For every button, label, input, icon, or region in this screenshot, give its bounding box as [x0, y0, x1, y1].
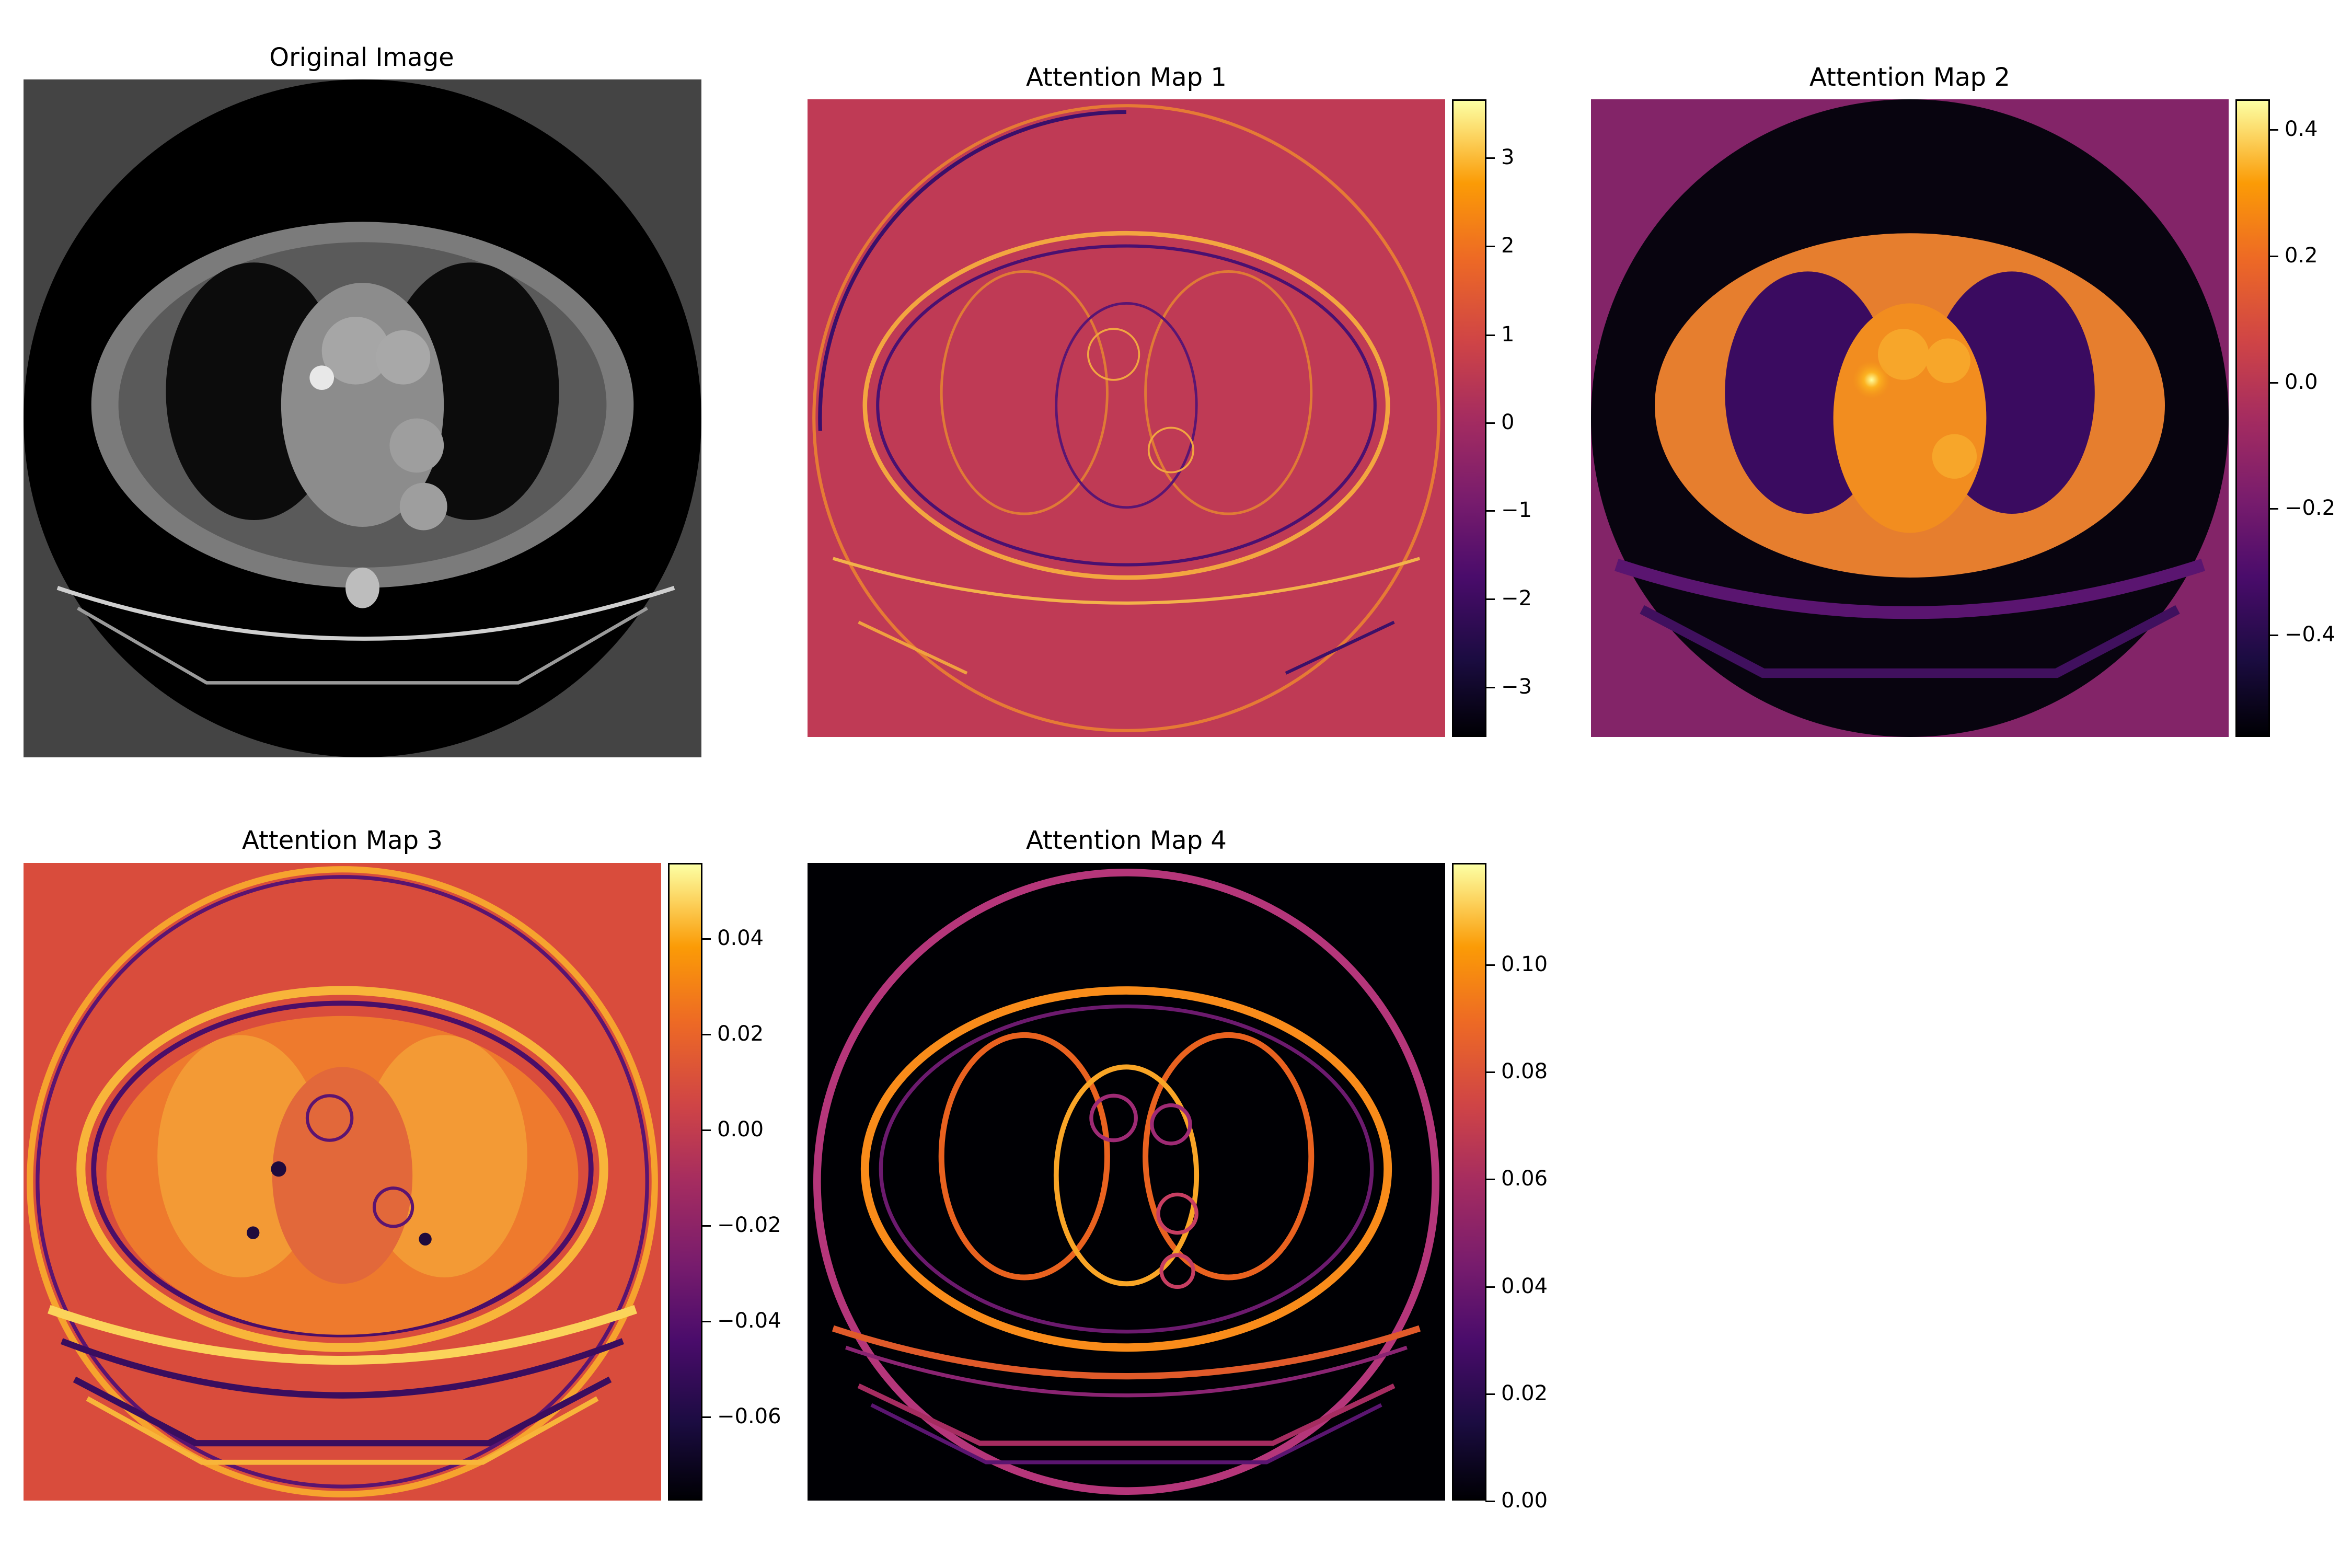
colorbar-tick: −0.02 [701, 1213, 781, 1237]
colorbar-tick: 0.08 [1485, 1059, 1548, 1083]
colorbar [668, 863, 702, 1501]
panel-title: Attention Map 3 [242, 826, 443, 855]
colorbar [1452, 863, 1486, 1501]
colorbar-tick: 0.06 [1485, 1167, 1548, 1191]
colorbar-tick: −2 [1485, 586, 1532, 610]
attention-heatmap [24, 863, 661, 1501]
colorbar-tick: 0.2 [2269, 244, 2318, 268]
colorbar-tick: 0.0 [2269, 370, 2318, 394]
colorbar-tick: 0 [1485, 410, 1515, 434]
colorbar-tick: 0.00 [701, 1117, 764, 1142]
ct-image [24, 79, 701, 757]
colorbar [1452, 99, 1486, 737]
colorbar-tick: 0.04 [1485, 1274, 1548, 1298]
colorbar-tick: −0.06 [701, 1404, 781, 1428]
colorbar-tick: 0.02 [701, 1022, 764, 1046]
colorbar-tick: −3 [1485, 675, 1532, 699]
colorbar-tick: −0.2 [2268, 496, 2336, 520]
colorbar-tick: 0.02 [1485, 1381, 1548, 1405]
attention-heatmap [1591, 99, 2229, 737]
colorbar-tick: 1 [1485, 322, 1515, 347]
panel-title: Attention Map 4 [1026, 826, 1227, 855]
colorbar-tick: 0.4 [2269, 117, 2318, 141]
colorbar [2235, 99, 2270, 737]
colorbar-tick: −0.4 [2268, 622, 2336, 647]
attention-heatmap [808, 863, 1445, 1501]
colorbar-tick: 0.00 [1485, 1489, 1548, 1513]
colorbar-tick: −0.04 [701, 1309, 781, 1333]
panel-title: Attention Map 1 [1026, 63, 1227, 92]
panel-title: Original Image [269, 43, 454, 72]
colorbar-tick: 0.04 [701, 926, 764, 950]
colorbar-tick: 3 [1485, 145, 1515, 169]
colorbar-tick: 2 [1485, 234, 1515, 258]
colorbar-tick: −1 [1485, 498, 1532, 522]
attention-heatmap [808, 99, 1445, 737]
panel-title: Attention Map 2 [1809, 63, 2010, 92]
colorbar-tick: 0.10 [1485, 952, 1548, 976]
